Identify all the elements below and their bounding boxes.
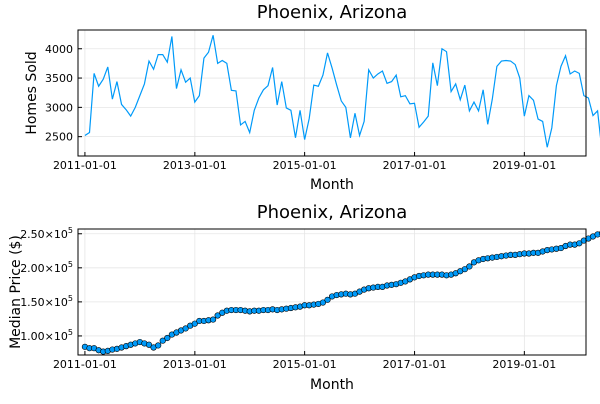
data-point <box>319 299 327 306</box>
y-tick-label: 4000 <box>45 43 73 56</box>
data-point <box>594 231 600 238</box>
y-tick-label: 2500 <box>45 131 73 144</box>
chart-title: Phoenix, Arizona <box>257 2 407 23</box>
homes-sold-series-line <box>84 35 600 148</box>
x-tick-label: 2017-01-01 <box>383 358 447 371</box>
x-tick-label: 2013-01-01 <box>163 159 227 172</box>
y-tick-label: 1.50×105 <box>20 294 73 309</box>
y-axis-label: Homes Sold <box>24 51 40 134</box>
data-point <box>214 312 221 319</box>
data-point <box>159 337 166 344</box>
x-axis-label: Month <box>310 377 354 393</box>
median-price-chart: Phoenix, Arizona 2011-01-01 2013-01-01 201… <box>8 202 600 393</box>
x-tick-label: 2013-01-01 <box>163 358 227 371</box>
data-point <box>164 334 171 342</box>
y-tick-label: 2.00×105 <box>20 260 73 275</box>
x-tick-label: 2019-01-01 <box>492 358 556 371</box>
plot-frame <box>77 29 587 157</box>
y-tick-label: 3500 <box>45 72 73 85</box>
data-point <box>155 342 162 349</box>
plot-frame <box>77 228 587 356</box>
data-point <box>576 240 583 247</box>
y-tick-label: 2.50×105 <box>20 226 73 241</box>
data-point <box>209 316 217 323</box>
data-point <box>145 341 153 348</box>
x-tick-label: 2015-01-01 <box>273 159 337 172</box>
y-axis-label: Median Price ($) <box>8 235 24 349</box>
data-point <box>182 325 189 332</box>
x-axis-label: Month <box>310 177 354 193</box>
data-point <box>191 320 198 327</box>
data-point <box>324 296 331 303</box>
y-tick-label: 3000 <box>45 101 73 114</box>
y-tick-label: 1.00×105 <box>20 328 73 343</box>
x-tick-label: 2011-01-01 <box>53 159 117 172</box>
x-tick-label: 2019-01-01 <box>492 159 556 172</box>
x-tick-label: 2011-01-01 <box>53 358 117 371</box>
homes-sold-chart: Phoenix, Arizona 2011-01-01 2013-01-01 201… <box>24 2 600 193</box>
data-point <box>461 266 468 273</box>
data-point <box>466 263 473 270</box>
x-tick-label: 2015-01-01 <box>273 358 337 371</box>
chart-title: Phoenix, Arizona <box>257 202 407 223</box>
x-tick-label: 2017-01-01 <box>383 159 447 172</box>
